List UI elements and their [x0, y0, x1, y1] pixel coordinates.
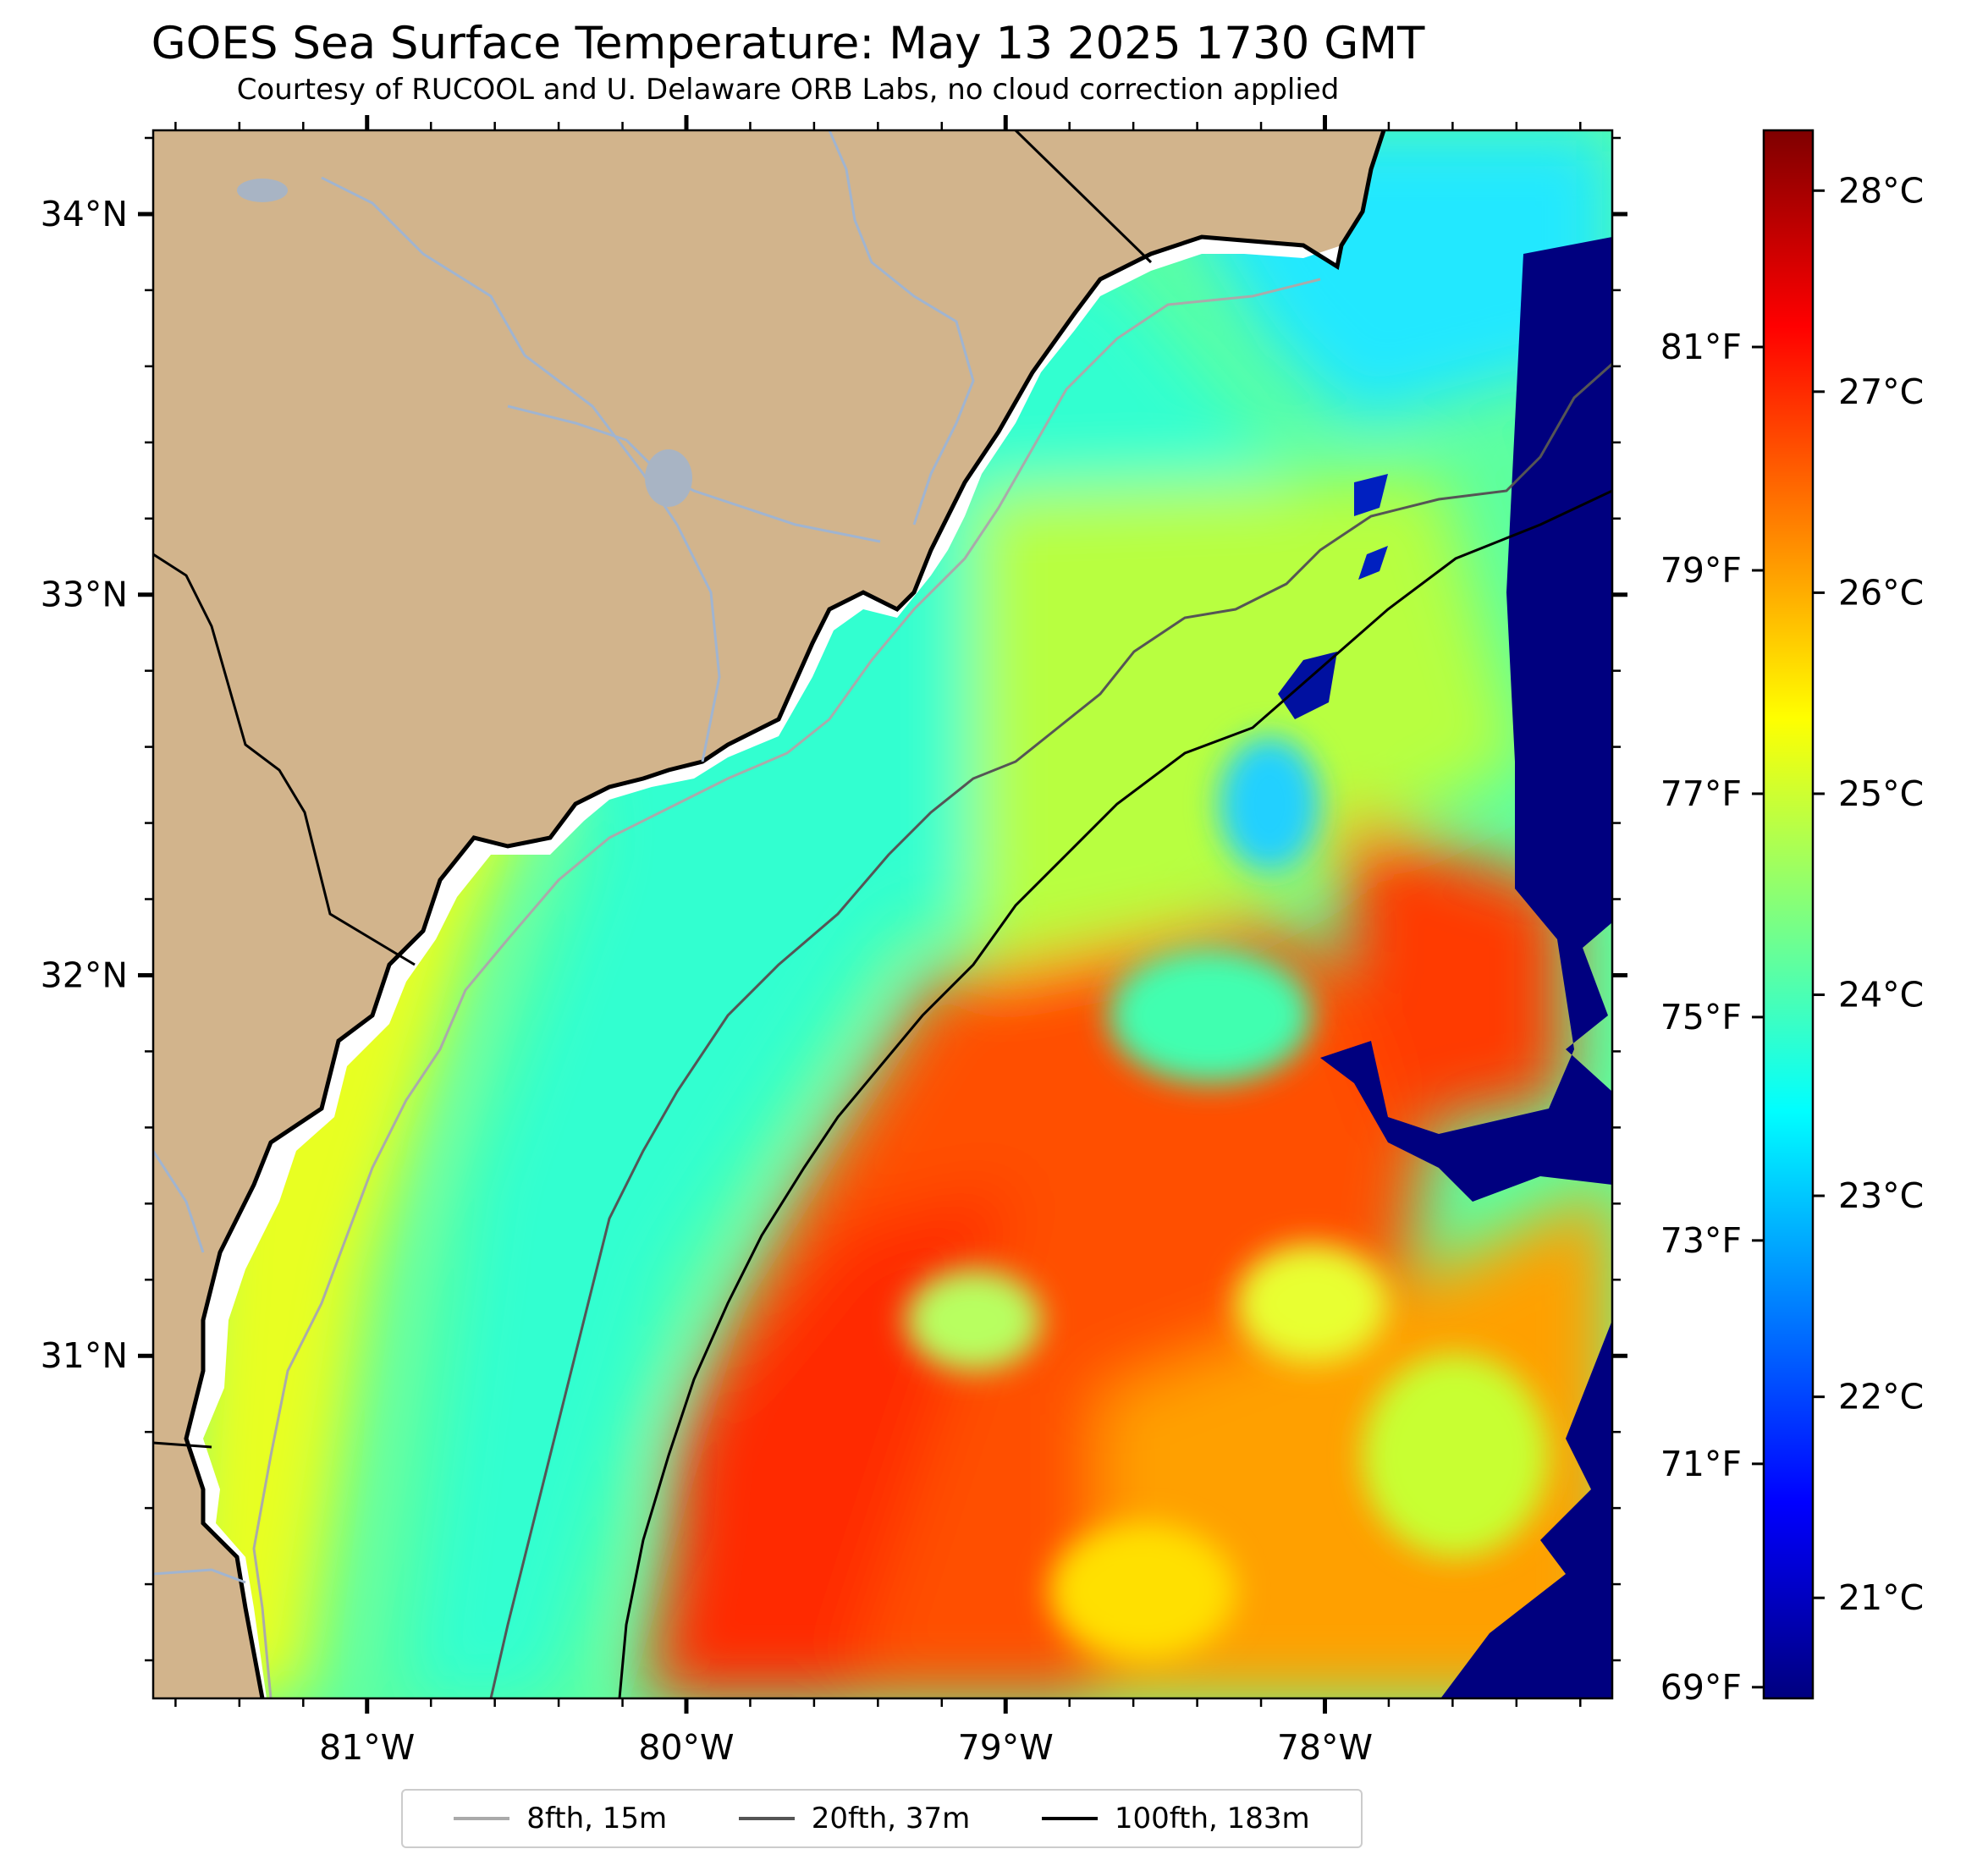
f-tick-label: 71°F	[1660, 1444, 1742, 1484]
state-border-ga-fl	[153, 1441, 212, 1449]
colorbar: 28°C 27°C 26°C 25°C 24°C 23°C 22°C 21°C 81°F 79°F…	[1660, 129, 1924, 1708]
rivers	[153, 130, 975, 1584]
colorbar-tick-label: 25°C	[1838, 773, 1924, 814]
f-tick-label: 79°F	[1660, 550, 1742, 591]
y-tick-label: 31°N	[41, 1335, 128, 1376]
legend-swatch-100fth	[1041, 1817, 1098, 1820]
x-tick-label: 78°W	[1277, 1727, 1373, 1768]
legend-swatch-20fth	[738, 1817, 795, 1820]
colorbar-tick-label: 26°C	[1838, 572, 1924, 613]
isobath-legend: 8fth, 15m 20fth, 37m 100fth, 183m	[401, 1789, 1363, 1848]
state-border-sc-ga	[153, 553, 416, 966]
colorbar-tick-label: 24°C	[1838, 975, 1924, 1015]
f-tick-label: 81°F	[1660, 327, 1742, 367]
state-border-nc-sc	[1014, 130, 1153, 264]
legend-label-20fth: 20fth, 37m	[811, 1802, 971, 1835]
map-frame	[151, 129, 1614, 1700]
isobath-100fth	[618, 489, 1612, 1698]
y-tick-label: 34°N	[41, 194, 128, 234]
y-tick-label: 33°N	[41, 575, 128, 615]
x-tick-label: 80°W	[638, 1727, 734, 1768]
lake-moultrie	[645, 449, 692, 507]
y-tick-label: 32°N	[41, 955, 128, 995]
chart-subtitle: Courtesy of RUCOOL and U. Delaware ORB L…	[236, 73, 1340, 107]
legend-label-100fth: 100fth, 183m	[1114, 1802, 1310, 1835]
colorbar-gradient	[1762, 129, 1815, 1700]
f-tick-label: 75°F	[1660, 997, 1742, 1037]
cold-water-east	[1320, 237, 1612, 1202]
legend-item-20fth: 20fth, 37m	[738, 1802, 971, 1835]
cold-water-southeast	[1440, 1320, 1612, 1698]
axis-ticks	[138, 115, 1627, 1714]
isobath-20fth	[489, 362, 1612, 1698]
legend-item-100fth: 100fth, 183m	[1041, 1802, 1310, 1835]
f-tick-label: 77°F	[1660, 773, 1742, 814]
chart-title: GOES Sea Surface Temperature: May 13 202…	[151, 18, 1425, 69]
colorbar-tick-label: 28°C	[1838, 170, 1924, 211]
sst-details	[906, 736, 1549, 1659]
axis-labels: 81°W 80°W 79°W 78°W 34°N 33°N 32°N 31°N	[41, 194, 1373, 1768]
colorbar-tick-label: 23°C	[1838, 1175, 1924, 1216]
land-mass	[153, 130, 1384, 1698]
lake-marion	[237, 179, 288, 202]
legend-item-8fth: 8fth, 15m	[454, 1802, 667, 1835]
isobath-8fth	[252, 278, 1321, 1698]
f-tick-label: 69°F	[1660, 1667, 1742, 1708]
coastline	[184, 130, 1386, 1698]
map-area	[153, 130, 1612, 1698]
x-tick-label: 79°W	[958, 1727, 1054, 1768]
colorbar-tick-label: 21°C	[1838, 1577, 1924, 1618]
legend-label-8fth: 8fth, 15m	[526, 1802, 668, 1835]
legend-swatch-8fth	[454, 1817, 510, 1820]
x-tick-label: 81°W	[319, 1727, 415, 1768]
colorbar-tick-label: 27°C	[1838, 371, 1924, 412]
colorbar-tick-label: 22°C	[1838, 1377, 1924, 1417]
f-tick-label: 73°F	[1660, 1220, 1742, 1261]
